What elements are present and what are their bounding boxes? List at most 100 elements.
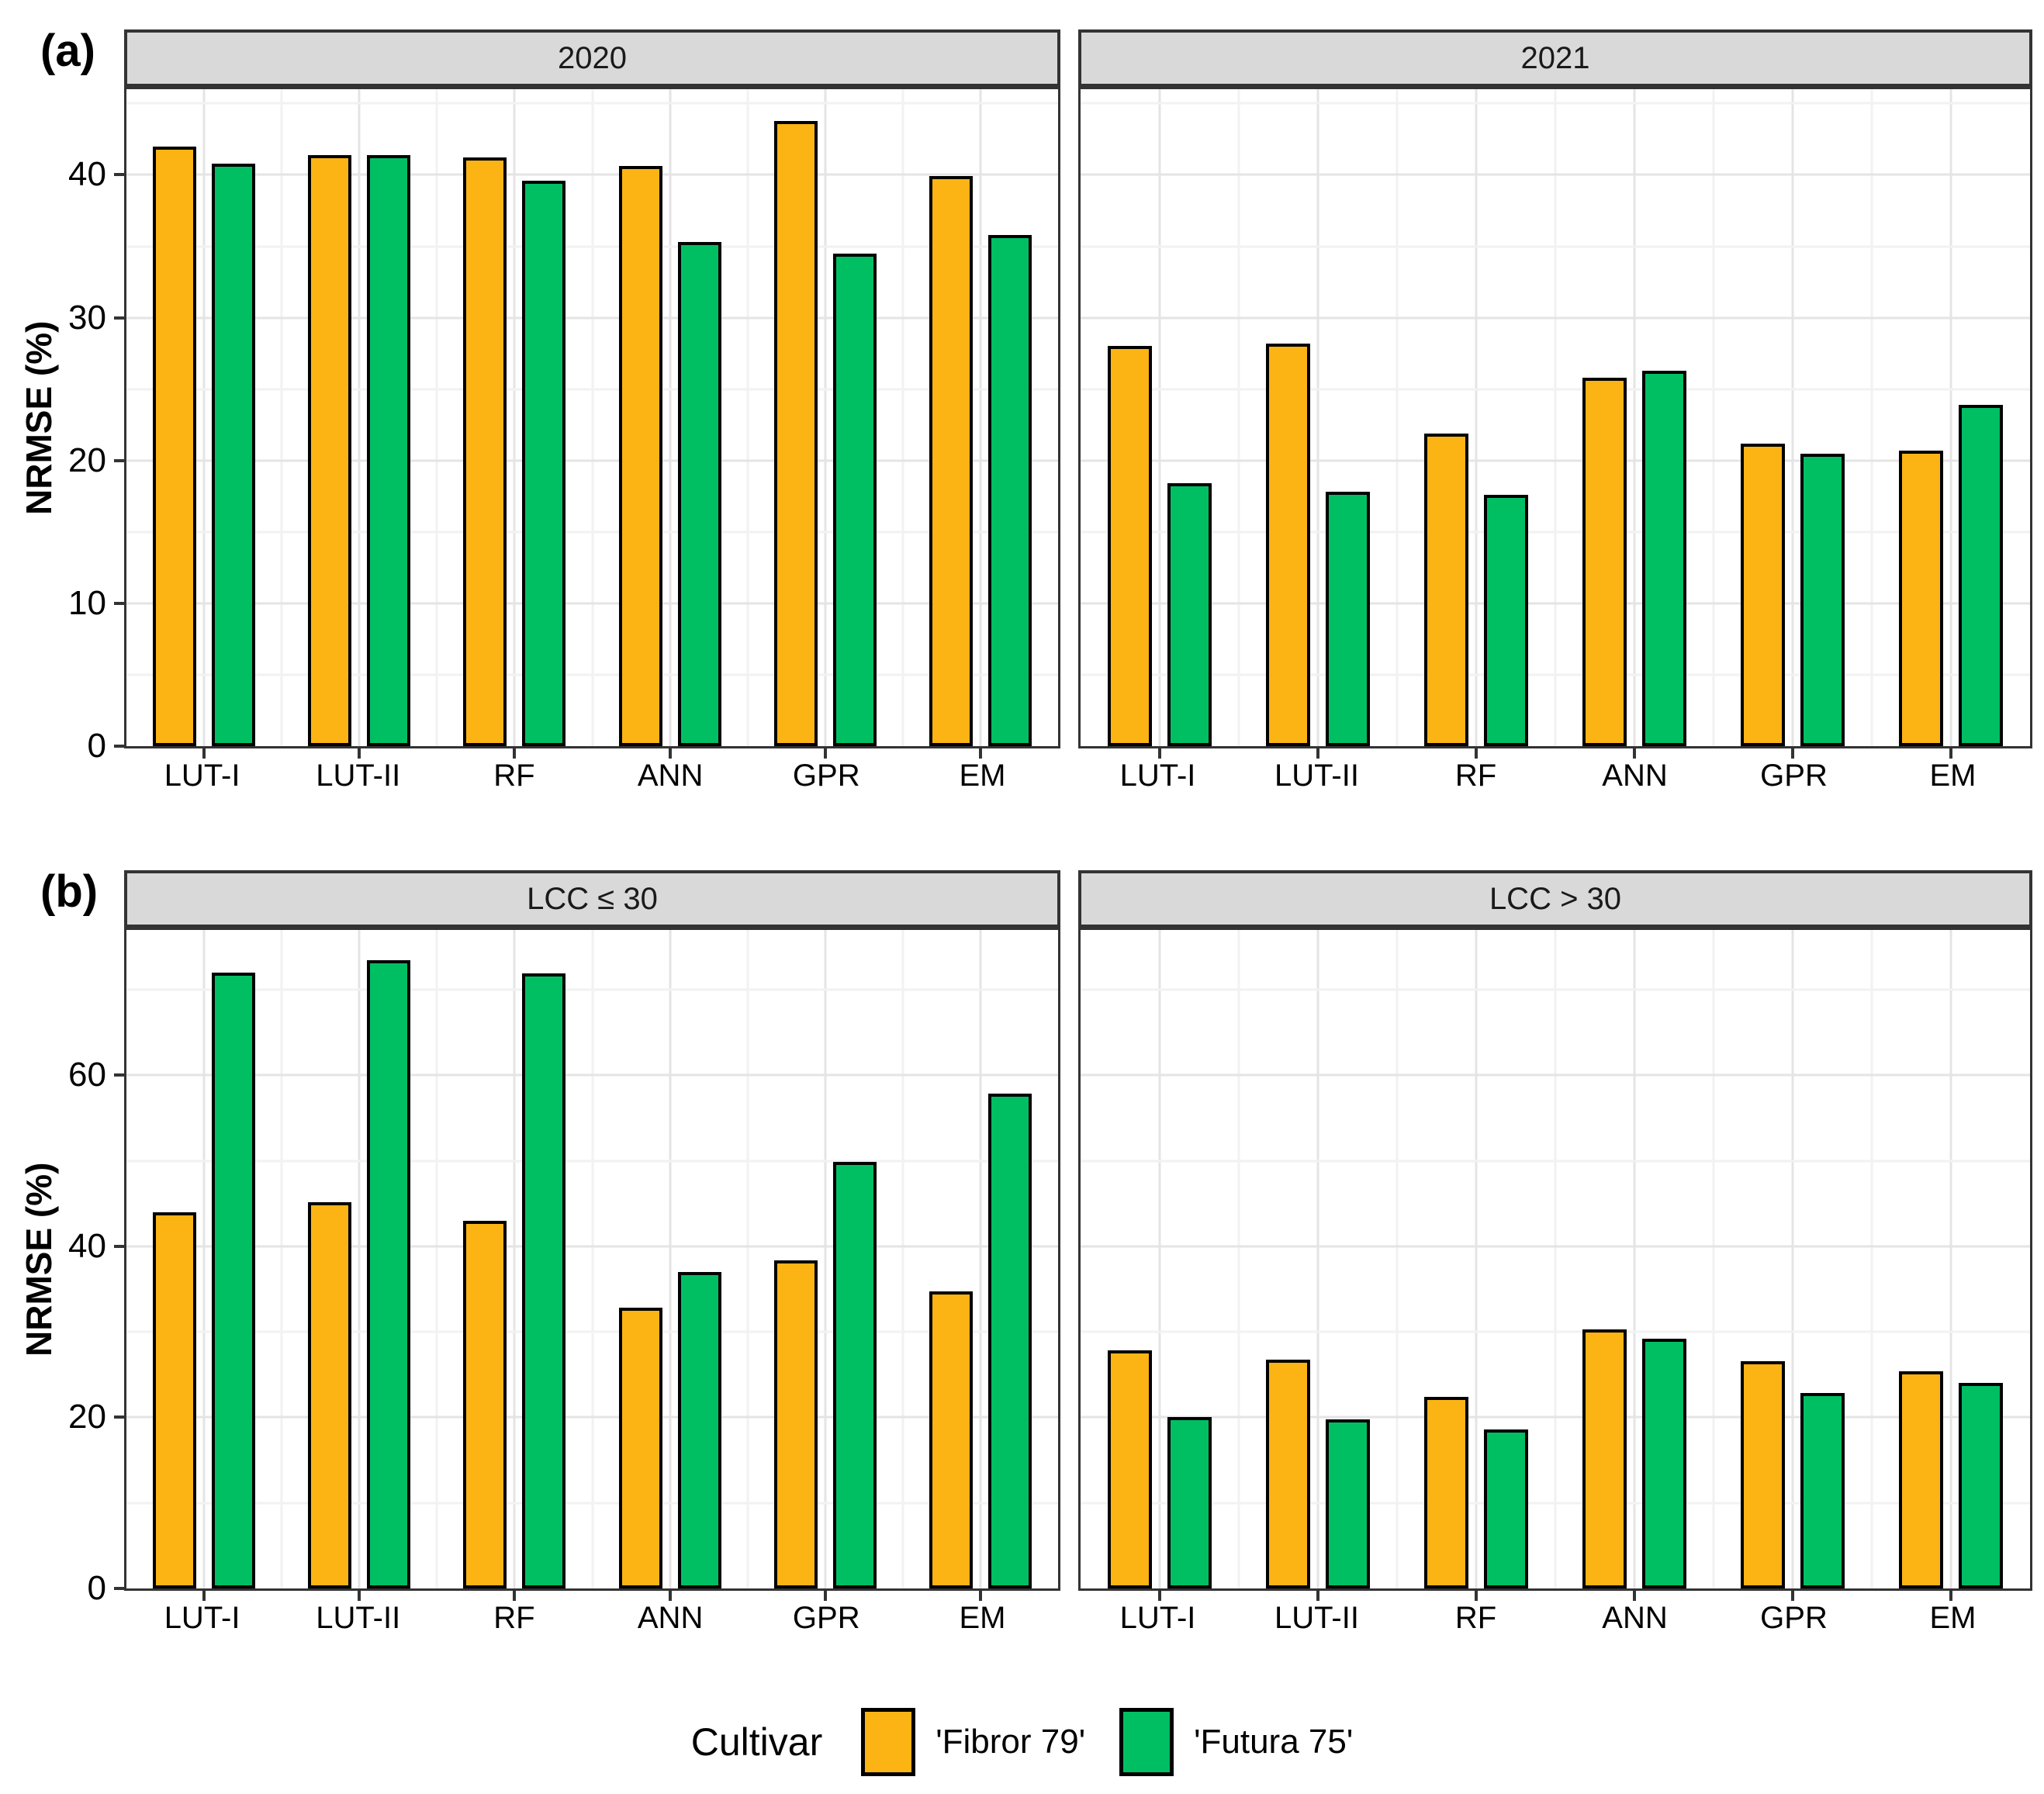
gridline-horizontal-minor: [126, 988, 1058, 991]
x-tick-label: RF: [493, 1601, 535, 1635]
bar-em-series-1: [987, 1093, 1032, 1588]
bar-gpr-series-0: [773, 1260, 818, 1588]
gridline-vertical-major: [1475, 930, 1478, 1588]
bar-rf-series-0: [1423, 433, 1468, 746]
gridline-vertical-major: [979, 930, 982, 1588]
plot-area: 0 10 20 30 40: [68, 87, 1060, 765]
bar-rf-series-1: [1484, 1429, 1529, 1588]
bar-ann-series-0: [618, 1308, 662, 1588]
x-tick-label: EM: [1929, 759, 1977, 793]
y-tick-label: 10: [68, 583, 106, 622]
x-tick-mark: [513, 1588, 517, 1601]
bar-lut-ii-series-0: [308, 1201, 352, 1588]
x-tick-mark: [668, 1588, 672, 1601]
x-tick-label: RF: [1454, 759, 1497, 793]
y-tick-label: 20: [68, 441, 106, 479]
gridline-vertical-major: [1633, 89, 1636, 746]
gridline-horizontal-minor: [1081, 988, 2030, 991]
bar-lut-ii-series-1: [1326, 492, 1371, 746]
x-tick-mark: [823, 1588, 827, 1601]
gridline-horizontal-minor: [1081, 245, 2030, 248]
gridline-horizontal-major: [126, 1415, 1058, 1419]
gridline-horizontal-major: [126, 173, 1058, 176]
y-tick-mark: [114, 1073, 126, 1077]
gridline-vertical-minor: [1712, 89, 1715, 746]
gridline-vertical-minor: [591, 89, 593, 746]
bar-em-series-1: [987, 234, 1032, 746]
x-tick-label: GPR: [792, 759, 860, 793]
x-axis-labels: LUT-I LUT-II RF ANN GPR EM: [124, 759, 1060, 799]
y-tick-mark: [114, 1587, 126, 1590]
gridline-vertical-minor: [1554, 930, 1557, 1588]
bar-gpr-series-1: [1800, 1392, 1845, 1588]
bar-lut-i-series-0: [153, 146, 197, 746]
gridline-horizontal-minor: [1081, 1160, 2030, 1163]
bar-ann-series-1: [677, 1272, 721, 1588]
bar-gpr-series-1: [832, 1161, 877, 1588]
gridline-horizontal-minor: [1081, 1502, 2030, 1505]
x-tick-mark: [513, 746, 517, 759]
bar-rf-series-0: [463, 1220, 507, 1588]
x-tick-label: RF: [493, 759, 535, 793]
bar-gpr-series-0: [773, 120, 818, 746]
x-tick-mark: [1158, 746, 1161, 759]
gridline-vertical-minor: [1237, 930, 1240, 1588]
x-tick-mark: [358, 1588, 361, 1601]
bar-rf-series-1: [522, 973, 566, 1588]
bar-ann-series-1: [1642, 370, 1687, 746]
gridline-horizontal-minor: [1081, 673, 2030, 676]
y-tick-label: 60: [68, 1056, 106, 1094]
gridline-vertical-major: [669, 930, 672, 1588]
plot-area: [1078, 87, 2032, 759]
x-tick-label: GPR: [792, 1601, 860, 1635]
gridline-vertical-minor: [1396, 89, 1399, 746]
x-tick-mark: [1633, 1588, 1636, 1601]
facet-strip: 2020: [124, 29, 1060, 87]
bar-ann-series-0: [618, 166, 662, 746]
bar-em-series-0: [1898, 450, 1943, 746]
gridline-horizontal-major: [126, 459, 1058, 462]
fibror-79-label: 'Fibror 79': [936, 1723, 1086, 1761]
legend-title: Cultivar: [690, 1720, 823, 1764]
panel-b-label: (b): [40, 866, 99, 917]
gridline-vertical-major: [513, 89, 516, 746]
gridline-horizontal-major: [126, 1245, 1058, 1248]
y-tick-label: 40: [68, 1226, 106, 1265]
x-axis-labels: LUT-I LUT-II RF ANN GPR EM: [1078, 1601, 2032, 1641]
gridline-horizontal-minor: [1081, 1330, 2030, 1333]
legend-item-futura-75: 'Futura 75': [1119, 1708, 1353, 1776]
gridline-horizontal-major: [1081, 173, 2030, 176]
gridline-horizontal-minor: [126, 102, 1058, 105]
x-tick-label: GPR: [1760, 1601, 1828, 1635]
gridline-vertical-major: [1633, 930, 1636, 1588]
x-tick-label: LUT-I: [164, 1601, 240, 1635]
gridline-vertical-minor: [901, 89, 904, 746]
bar-ann-series-0: [1582, 377, 1627, 746]
bar-gpr-series-1: [1800, 453, 1845, 746]
bar-lut-ii-series-0: [308, 154, 352, 746]
gridline-horizontal-minor: [1081, 388, 2030, 391]
x-tick-label: ANN: [1602, 1601, 1668, 1635]
y-tick-mark: [114, 601, 126, 605]
plot-area: 0 20 40 60: [68, 928, 1060, 1607]
x-tick-mark: [358, 746, 361, 759]
facet-strip: LCC ≤ 30: [124, 870, 1060, 928]
facet-strip: LCC > 30: [1078, 870, 2032, 928]
x-tick-mark: [978, 1588, 982, 1601]
gridline-vertical-major: [358, 89, 361, 746]
gridline-vertical-major: [1316, 930, 1319, 1588]
gridline-horizontal-major: [1081, 1073, 2030, 1077]
gridline-vertical-minor: [1870, 89, 1873, 746]
gridline-horizontal-minor: [126, 1160, 1058, 1163]
x-tick-mark: [1633, 746, 1636, 759]
x-tick-label: LUT-I: [164, 759, 240, 793]
x-tick-mark: [1316, 746, 1319, 759]
gridline-vertical-major: [979, 89, 982, 746]
bar-gpr-series-0: [1740, 443, 1785, 746]
bar-rf-series-1: [522, 180, 566, 746]
gridline-vertical-major: [1158, 930, 1161, 1588]
gridline-vertical-major: [1791, 89, 1794, 746]
gridline-vertical-minor: [1870, 930, 1873, 1588]
gridline-horizontal-minor: [126, 245, 1058, 248]
